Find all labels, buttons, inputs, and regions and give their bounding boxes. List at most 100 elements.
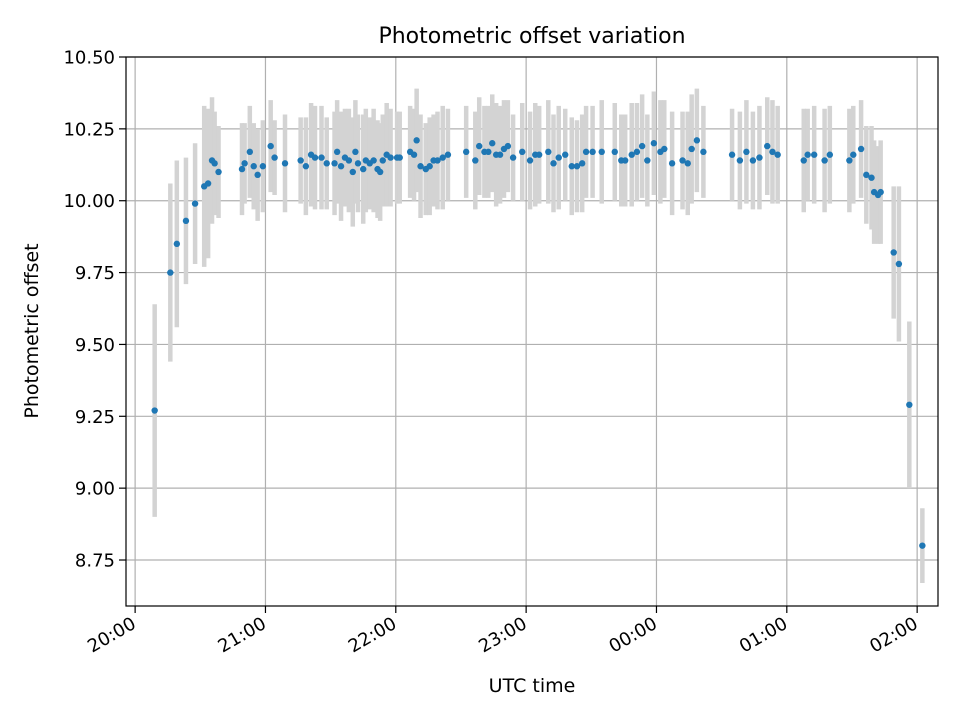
data-point bbox=[749, 157, 757, 164]
data-point bbox=[743, 148, 750, 156]
data-point bbox=[857, 145, 865, 153]
data-point bbox=[476, 142, 483, 150]
data-point bbox=[191, 200, 199, 207]
data-point bbox=[621, 157, 629, 164]
data-point bbox=[462, 148, 470, 156]
data-point bbox=[728, 151, 736, 158]
data-point bbox=[582, 148, 590, 156]
data-point bbox=[238, 165, 246, 173]
data-point bbox=[774, 151, 781, 158]
data-point bbox=[370, 157, 377, 164]
data-point bbox=[246, 148, 254, 156]
data-point bbox=[352, 148, 359, 156]
data-point bbox=[679, 157, 686, 164]
data-point bbox=[417, 163, 424, 170]
data-point bbox=[821, 157, 828, 164]
data-point bbox=[345, 157, 353, 164]
data-point bbox=[919, 542, 926, 549]
y-tick-label: 10.00 bbox=[63, 191, 115, 212]
data-point bbox=[259, 163, 267, 170]
data-point bbox=[241, 160, 248, 167]
data-point bbox=[693, 137, 701, 144]
data-point bbox=[254, 171, 261, 179]
data-point bbox=[535, 151, 543, 158]
data-point bbox=[638, 142, 646, 150]
data-point bbox=[650, 140, 658, 147]
y-tick-label: 9.50 bbox=[75, 335, 115, 356]
y-axis-ticks: 8.75 9.00 9.25 9.50 9.75 10.00 10.25 10.50 bbox=[63, 48, 126, 572]
data-point bbox=[633, 148, 641, 156]
data-point bbox=[568, 163, 575, 170]
data-point bbox=[804, 151, 811, 158]
data-point bbox=[895, 260, 903, 268]
data-point bbox=[509, 154, 517, 161]
data-point bbox=[472, 157, 479, 164]
data-point bbox=[700, 148, 707, 156]
data-point bbox=[297, 157, 304, 164]
data-point bbox=[318, 154, 325, 161]
data-point bbox=[349, 168, 356, 176]
y-tick-label: 9.00 bbox=[75, 479, 115, 500]
data-point bbox=[644, 157, 651, 164]
data-point bbox=[877, 188, 884, 196]
data-point bbox=[688, 145, 695, 153]
data-point bbox=[410, 151, 418, 158]
data-point bbox=[545, 148, 552, 156]
data-point bbox=[489, 140, 496, 147]
data-point bbox=[736, 157, 744, 164]
data-point bbox=[167, 269, 174, 276]
data-point bbox=[661, 145, 668, 153]
data-point bbox=[846, 157, 853, 164]
data-point bbox=[504, 142, 512, 150]
data-point bbox=[628, 151, 635, 158]
data-point bbox=[850, 151, 857, 158]
data-point bbox=[611, 148, 618, 156]
data-point bbox=[485, 148, 492, 156]
data-point bbox=[826, 151, 834, 158]
data-point bbox=[204, 180, 212, 187]
data-point bbox=[302, 163, 310, 170]
data-point bbox=[519, 148, 526, 156]
data-point bbox=[598, 148, 605, 156]
data-point bbox=[562, 151, 569, 158]
data-point bbox=[434, 157, 441, 164]
data-point bbox=[360, 165, 367, 173]
data-point bbox=[396, 154, 403, 161]
data-point bbox=[173, 240, 181, 248]
data-point bbox=[684, 160, 691, 167]
data-point bbox=[578, 160, 586, 167]
data-point bbox=[331, 160, 338, 167]
data-point bbox=[444, 151, 452, 158]
data-point bbox=[333, 148, 341, 156]
data-point bbox=[890, 249, 897, 256]
data-point bbox=[868, 174, 875, 181]
data-point bbox=[337, 163, 345, 170]
data-point bbox=[550, 160, 557, 167]
data-point bbox=[211, 160, 218, 167]
data-point bbox=[555, 154, 562, 161]
data-point bbox=[668, 160, 676, 167]
data-point bbox=[810, 151, 818, 158]
data-point bbox=[267, 142, 274, 150]
data-point bbox=[764, 142, 771, 150]
data-point bbox=[379, 157, 386, 164]
data-point bbox=[426, 163, 433, 170]
y-tick-label: 10.25 bbox=[63, 119, 115, 140]
data-point bbox=[769, 148, 776, 156]
data-point bbox=[182, 217, 190, 225]
data-point bbox=[573, 163, 581, 170]
x-axis-label: UTC time bbox=[489, 675, 576, 697]
data-point bbox=[756, 154, 763, 161]
data-points bbox=[151, 137, 926, 549]
data-point bbox=[151, 407, 158, 414]
data-point bbox=[800, 157, 807, 164]
data-point bbox=[863, 171, 870, 179]
data-point bbox=[311, 154, 319, 161]
data-point bbox=[387, 154, 394, 161]
y-tick-label: 8.75 bbox=[75, 551, 115, 572]
chart-title: Photometric offset variation bbox=[378, 24, 685, 49]
y-tick-label: 10.50 bbox=[63, 48, 115, 69]
data-point bbox=[496, 151, 504, 158]
data-point bbox=[323, 160, 330, 167]
